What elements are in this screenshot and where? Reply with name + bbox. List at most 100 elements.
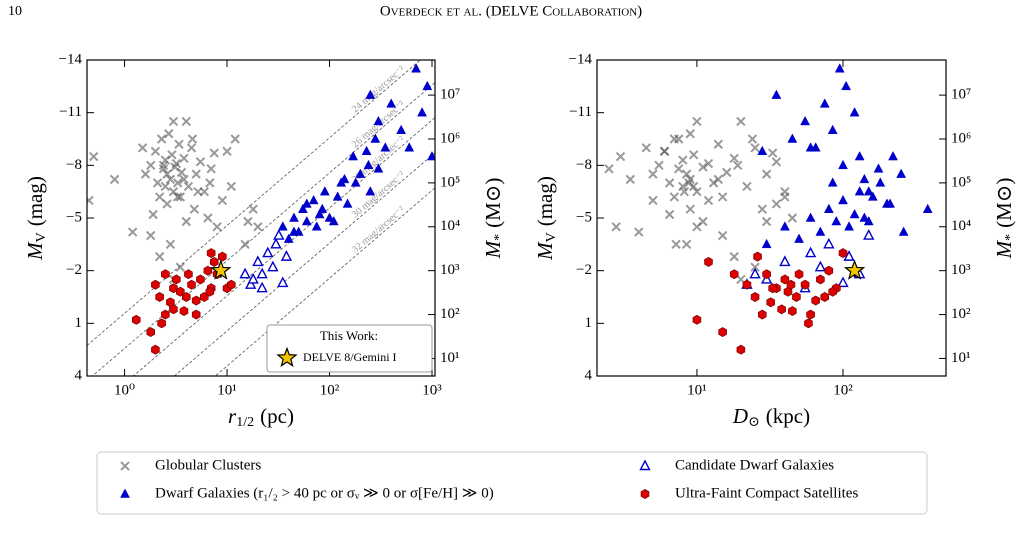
running-title: Overdeck et al. (DELVE Collaboration)	[380, 3, 642, 19]
y2-tick-label: 10¹	[951, 350, 971, 366]
y2-tick-label: 10⁶	[440, 130, 460, 146]
y2-axis-label-symbol: M	[992, 239, 1016, 259]
x-tick-label: 10²	[833, 382, 853, 398]
point	[270, 237, 282, 249]
y-tick-label: 1	[585, 315, 593, 331]
point	[169, 304, 178, 315]
point	[843, 250, 855, 261]
point	[301, 215, 312, 226]
point	[681, 239, 692, 250]
point	[828, 286, 837, 297]
point	[736, 116, 746, 127]
point	[256, 267, 268, 279]
point	[252, 255, 264, 267]
point	[671, 239, 681, 250]
point	[160, 181, 171, 192]
inset-legend-title: This Work:	[320, 328, 378, 343]
point	[396, 124, 407, 134]
point	[324, 212, 335, 222]
point	[205, 178, 215, 188]
x-axis-label-symbol: D	[732, 404, 748, 428]
point	[332, 191, 343, 201]
point	[800, 115, 810, 126]
point	[779, 221, 790, 231]
y-tick-label: 1	[75, 315, 83, 331]
point	[814, 260, 827, 272]
point	[654, 160, 664, 171]
point	[146, 230, 156, 241]
sb-line	[173, 152, 435, 376]
point	[771, 199, 782, 209]
point	[157, 318, 166, 329]
x-tick-label: 10²	[320, 382, 340, 398]
point	[174, 139, 184, 149]
point	[404, 142, 415, 152]
point	[247, 272, 259, 284]
point	[140, 169, 151, 179]
legend-label: Candidate Dwarf Galaxies	[675, 457, 834, 473]
point	[625, 174, 636, 185]
point	[664, 178, 675, 188]
legend-label: Dwarf Galaxies (r₁/₂ > 40 pc or σᵥ ≫ 0 o…	[155, 485, 494, 501]
y-tick-label: −2	[66, 262, 82, 278]
point	[210, 259, 232, 280]
point	[896, 168, 907, 178]
y-axis-label-symbol: M	[533, 241, 557, 261]
x-tick-label: 10³	[422, 382, 442, 398]
point	[176, 167, 187, 178]
point	[736, 344, 746, 355]
legend-label: DELVE 8/Gemini I	[303, 350, 397, 364]
point	[226, 279, 236, 290]
point	[169, 283, 178, 294]
y-axis-label-unit: (mag)	[23, 176, 47, 226]
point	[183, 181, 194, 192]
point	[768, 283, 777, 294]
point	[786, 279, 796, 290]
point	[747, 134, 758, 144]
point	[780, 192, 790, 202]
point	[175, 192, 186, 202]
point	[824, 265, 834, 276]
point	[179, 153, 189, 164]
sb-line	[91, 82, 435, 376]
point	[317, 203, 328, 213]
point	[792, 292, 801, 302]
y2-tick-label: 10²	[440, 306, 460, 322]
point	[146, 327, 156, 338]
point	[780, 274, 790, 285]
point	[161, 269, 170, 280]
y2-tick-label: 10⁴	[440, 218, 460, 234]
point	[713, 139, 723, 149]
point	[363, 159, 374, 170]
point	[365, 186, 376, 196]
point	[176, 286, 185, 297]
point	[172, 192, 183, 202]
point	[863, 215, 874, 226]
point	[348, 151, 359, 161]
inset-legend-box	[266, 324, 433, 373]
point	[673, 134, 684, 144]
point	[181, 116, 191, 127]
point	[729, 251, 739, 262]
point	[179, 174, 189, 185]
point	[380, 142, 391, 152]
point	[713, 174, 723, 185]
point	[297, 203, 308, 213]
point	[823, 203, 834, 213]
point	[181, 292, 191, 302]
point	[427, 151, 435, 161]
sb-line	[87, 60, 421, 346]
point	[819, 98, 830, 108]
y-axis-label-sub: V	[34, 232, 49, 242]
point	[742, 181, 752, 192]
point	[273, 229, 285, 240]
point	[604, 164, 614, 174]
point	[794, 269, 804, 280]
point	[742, 279, 752, 290]
legend-marker	[276, 346, 298, 368]
legend-marker	[639, 459, 651, 471]
point	[788, 306, 797, 316]
point	[277, 221, 288, 231]
y-axis-label-unit: (mag)	[533, 176, 557, 226]
